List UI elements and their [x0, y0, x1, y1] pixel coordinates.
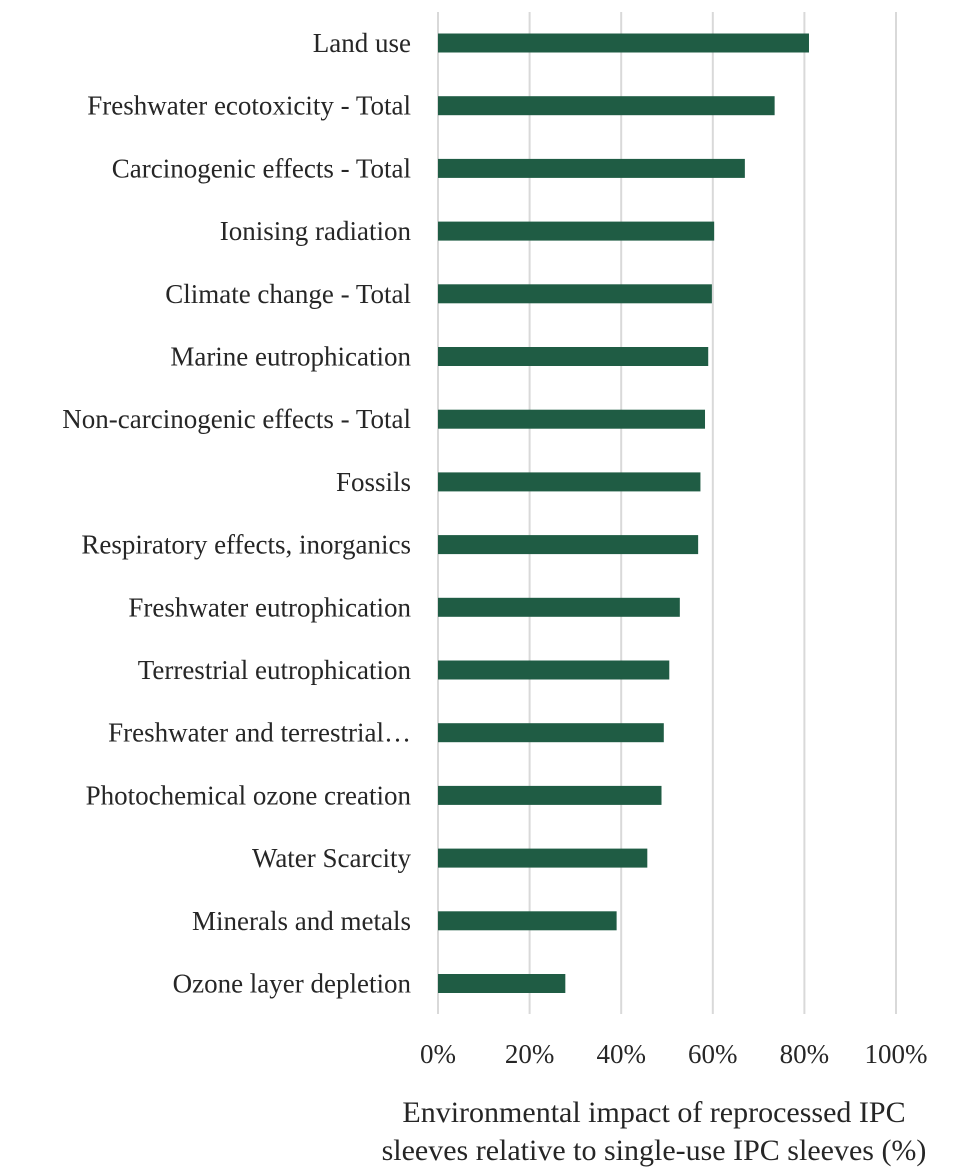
bar: [438, 347, 709, 366]
bar: [438, 974, 566, 993]
category-label: Freshwater ecotoxicity - Total: [87, 91, 411, 121]
category-label: Minerals and metals: [192, 906, 411, 936]
bar: [438, 535, 699, 555]
category-label: Fossils: [336, 467, 411, 497]
category-label: Land use: [313, 28, 411, 58]
bar: [438, 33, 809, 53]
category-label: Water Scarcity: [252, 843, 411, 873]
bar: [438, 284, 712, 304]
x-tick-label: 20%: [505, 1039, 555, 1069]
category-label: Freshwater and terrestrial…: [108, 718, 411, 748]
bar: [438, 660, 670, 680]
bar: [438, 221, 715, 241]
bar: [438, 597, 680, 617]
category-label: Photochemical ozone creation: [86, 780, 412, 810]
x-axis-title-line-1: Environmental impact of reprocessed IPC: [402, 1096, 905, 1129]
x-tick-label: 60%: [688, 1039, 738, 1069]
x-tick-label: 80%: [780, 1039, 830, 1069]
bar: [438, 911, 617, 931]
category-label: Carcinogenic effects - Total: [112, 153, 411, 183]
category-label: Respiratory effects, inorganics: [81, 530, 411, 560]
bars: [438, 33, 809, 993]
category-label: Ionising radiation: [220, 216, 412, 246]
x-axis-title-line-2: sleeves relative to single-use IPC sleev…: [382, 1134, 927, 1167]
bar: [438, 785, 662, 805]
x-tick-label: 0%: [420, 1039, 456, 1069]
bar: [438, 723, 664, 743]
bar: [438, 158, 745, 178]
category-label: Terrestrial eutrophication: [138, 655, 412, 685]
bar: [438, 848, 648, 868]
x-tick-label: 40%: [596, 1039, 646, 1069]
x-tick-labels: 0% 20% 40% 60% 80% 100%: [420, 1039, 928, 1069]
bar: [438, 96, 775, 116]
category-label: Climate change - Total: [165, 279, 411, 309]
category-label: Ozone layer depletion: [173, 969, 412, 999]
category-labels: Land use Freshwater ecotoxicity - Total Ca…: [62, 28, 411, 999]
category-label: Marine eutrophication: [170, 342, 411, 372]
bar: [438, 409, 706, 429]
category-label: Non-carcinogenic effects - Total: [62, 404, 411, 434]
bar: [438, 472, 701, 492]
x-tick-label: 100%: [865, 1039, 928, 1069]
category-label: Freshwater eutrophication: [128, 592, 411, 622]
gridlines: [437, 12, 897, 1014]
